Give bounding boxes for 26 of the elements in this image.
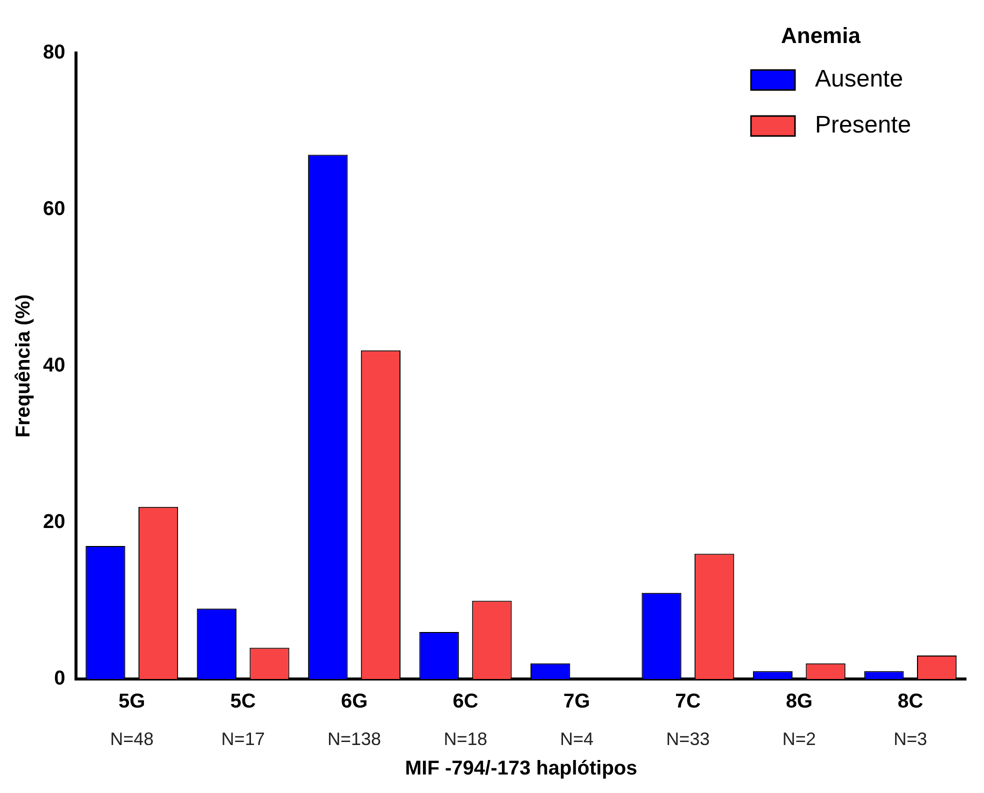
text: N=18 <box>444 728 488 749</box>
x-tick-label: 5C <box>230 690 256 713</box>
y-tick-label: 80 <box>42 42 66 64</box>
legend-title: Anemia <box>781 23 862 48</box>
text: N=33 <box>666 728 710 749</box>
x-tick-label: 8C <box>898 690 924 713</box>
text: N=4 <box>560 728 594 749</box>
y-tick-label: 0 <box>54 668 66 690</box>
text: N=48 <box>110 728 154 749</box>
x-tick-label: 8G <box>786 690 813 713</box>
x-tick-label: 7G <box>563 690 590 713</box>
legend-label: Presente <box>815 112 912 139</box>
y-tick-label: 20 <box>42 511 66 534</box>
x-tick-label: 5G <box>118 690 146 713</box>
legend-label: Ausente <box>815 66 904 93</box>
text: N=3 <box>894 728 928 749</box>
text: N=17 <box>221 728 265 749</box>
text: N=2 <box>782 728 816 749</box>
y-tick-label: 60 <box>42 198 66 220</box>
x-tick-label: 7C <box>675 690 701 713</box>
y-axis-title: Frequência (%) <box>12 294 35 438</box>
x-axis-title: MIF -794/-173 haplótipos <box>404 758 638 780</box>
y-tick-label: 40 <box>42 354 66 377</box>
x-tick-label: 6C <box>452 690 478 713</box>
x-tick-label: 6G <box>340 690 368 713</box>
text: N=138 <box>328 728 382 749</box>
